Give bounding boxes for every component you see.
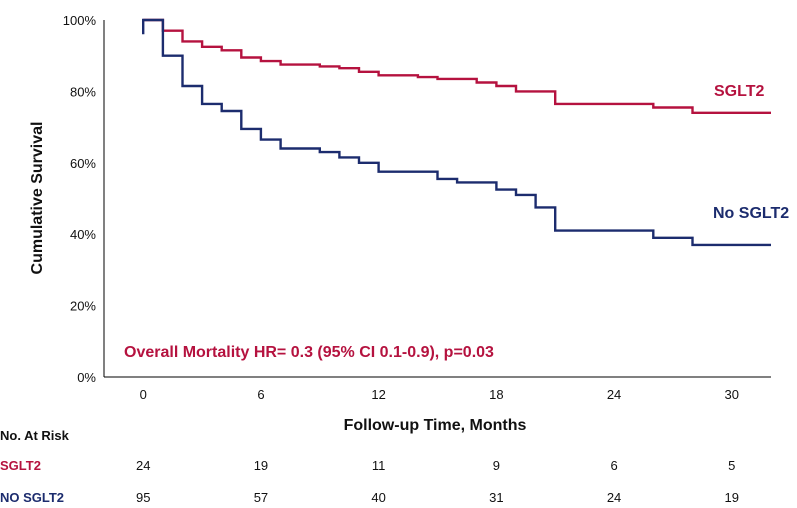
risk-row-label: NO SGLT2 bbox=[0, 490, 64, 505]
y-tick-label: 80% bbox=[70, 84, 96, 99]
y-ticks: 0% 20% 40% 60% 80% 100% bbox=[63, 13, 97, 385]
x-tick-label: 6 bbox=[257, 387, 264, 402]
risk-row-label: SGLT2 bbox=[0, 458, 41, 473]
y-tick-label: 0% bbox=[77, 370, 96, 385]
risk-count: 40 bbox=[371, 490, 385, 505]
x-tick-label: 12 bbox=[371, 387, 385, 402]
x-tick-label: 30 bbox=[725, 387, 739, 402]
x-tick-label: 24 bbox=[607, 387, 621, 402]
y-tick-label: 20% bbox=[70, 299, 96, 314]
risk-count: 57 bbox=[254, 490, 268, 505]
y-tick-label: 40% bbox=[70, 227, 96, 242]
series-group bbox=[142, 18, 771, 247]
risk-count: 24 bbox=[136, 458, 150, 473]
risk-count: 24 bbox=[607, 490, 621, 505]
risk-table-title: No. At Risk bbox=[0, 428, 70, 443]
series-line-sglt2 bbox=[143, 18, 771, 114]
risk-count: 31 bbox=[489, 490, 503, 505]
x-tick-label: 18 bbox=[489, 387, 503, 402]
y-tick-label: 100% bbox=[63, 13, 97, 28]
x-axis-title: Follow-up Time, Months bbox=[344, 417, 527, 434]
risk-count: 9 bbox=[493, 458, 500, 473]
axes bbox=[103, 20, 771, 378]
risk-count: 19 bbox=[725, 490, 739, 505]
risk-count: 95 bbox=[136, 490, 150, 505]
y-axis-title: Cumulative Survival bbox=[29, 122, 46, 275]
risk-count: 19 bbox=[254, 458, 268, 473]
mortality-annotation: Overall Mortality HR= 0.3 (95% CI 0.1-0.… bbox=[124, 344, 494, 361]
risk-count: 5 bbox=[728, 458, 735, 473]
x-ticks: 0 6 12 18 24 30 bbox=[140, 387, 739, 402]
risk-table: No. At Risk SGLT2 24 19 11 9 6 5 NO SGLT2 95 57 40… bbox=[0, 428, 739, 505]
series-line-no-sglt2 bbox=[142, 18, 771, 247]
risk-count: 11 bbox=[372, 458, 386, 473]
series-label-sglt2: SGLT2 bbox=[714, 83, 764, 100]
y-tick-label: 60% bbox=[70, 156, 96, 171]
series-label-no-sglt2: No SGLT2 bbox=[713, 205, 789, 222]
x-tick-label: 0 bbox=[140, 387, 147, 402]
risk-count: 6 bbox=[610, 458, 617, 473]
